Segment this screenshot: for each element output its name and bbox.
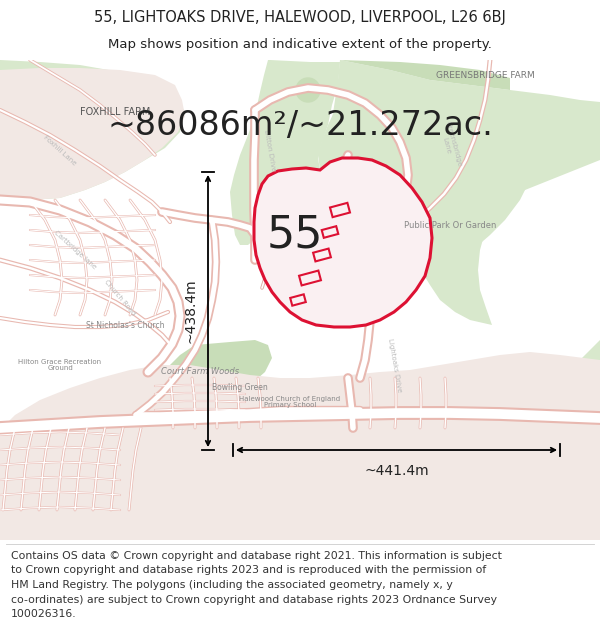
Bar	[322, 226, 338, 238]
Polygon shape	[0, 60, 185, 200]
Text: to Crown copyright and database rights 2023 and is reproduced with the permissio: to Crown copyright and database rights 2…	[11, 566, 486, 576]
Text: Foxhill Lane: Foxhill Lane	[43, 134, 77, 166]
Text: ~441.4m: ~441.4m	[364, 464, 429, 478]
Polygon shape	[318, 95, 530, 272]
Text: Lightoaks Drive: Lightoaks Drive	[388, 338, 403, 392]
Text: Ditton Drive: Ditton Drive	[263, 129, 277, 171]
Text: 55, LIGHTOAKS DRIVE, HALEWOOD, LIVERPOOL, L26 6BJ: 55, LIGHTOAKS DRIVE, HALEWOOD, LIVERPOOL…	[94, 10, 506, 25]
Polygon shape	[340, 60, 510, 90]
Text: 100026316.: 100026316.	[11, 609, 76, 619]
Text: Church Road: Church Road	[103, 279, 137, 317]
Text: ~86086m²/~21.272ac.: ~86086m²/~21.272ac.	[107, 109, 493, 141]
Text: Public Park Or Garden: Public Park Or Garden	[404, 221, 496, 229]
Text: Map shows position and indicative extent of the property.: Map shows position and indicative extent…	[108, 38, 492, 51]
Polygon shape	[168, 340, 272, 400]
Text: Hilton Grace Recreation
Ground: Hilton Grace Recreation Ground	[19, 359, 101, 371]
Text: Court Farm Woods: Court Farm Woods	[161, 368, 239, 376]
Text: ~438.4m: ~438.4m	[184, 279, 198, 343]
Polygon shape	[0, 68, 185, 200]
Polygon shape	[230, 60, 340, 245]
Bar	[313, 249, 331, 261]
Text: Cartbridge lane: Cartbridge lane	[53, 229, 97, 271]
Polygon shape	[254, 158, 432, 327]
Text: FOXHILL FARM: FOXHILL FARM	[80, 107, 150, 117]
Polygon shape	[330, 60, 600, 325]
Text: Halewood Church of England
Primary School: Halewood Church of England Primary Schoo…	[239, 396, 341, 409]
Text: 55: 55	[267, 214, 323, 256]
Text: Greensbridge
Lane: Greensbridge Lane	[437, 121, 463, 169]
Text: co-ordinates) are subject to Crown copyright and database rights 2023 Ordnance S: co-ordinates) are subject to Crown copyr…	[11, 595, 497, 605]
Text: Bowling Green: Bowling Green	[212, 384, 268, 392]
Polygon shape	[0, 352, 600, 540]
Text: HM Land Registry. The polygons (including the associated geometry, namely x, y: HM Land Registry. The polygons (includin…	[11, 580, 452, 590]
Text: Contains OS data © Crown copyright and database right 2021. This information is : Contains OS data © Crown copyright and d…	[11, 551, 502, 561]
Bar	[330, 203, 350, 217]
Polygon shape	[540, 340, 600, 540]
Circle shape	[296, 78, 320, 102]
Bar	[290, 294, 306, 306]
Bar	[299, 271, 321, 286]
Text: GREENSBRIDGE FARM: GREENSBRIDGE FARM	[436, 71, 535, 79]
Text: St Nicholas's Church: St Nicholas's Church	[86, 321, 164, 329]
